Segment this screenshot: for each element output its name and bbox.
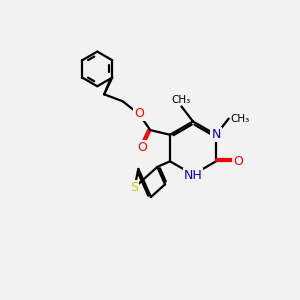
Text: N: N [211, 128, 221, 141]
Text: O: O [137, 141, 147, 154]
Text: NH: NH [184, 169, 202, 182]
Text: S: S [130, 181, 139, 194]
Text: CH₃: CH₃ [172, 94, 191, 105]
Text: CH₃: CH₃ [231, 114, 250, 124]
Text: O: O [233, 155, 243, 168]
Text: O: O [134, 107, 144, 121]
